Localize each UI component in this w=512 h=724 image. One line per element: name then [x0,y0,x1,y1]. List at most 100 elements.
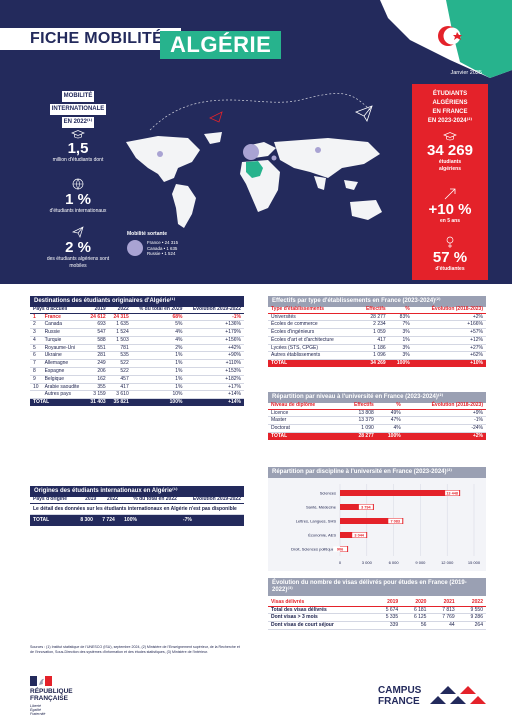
table-row: Master 13 379 47% -1% [268,416,486,426]
legend-bubble [127,240,143,256]
bar [340,504,374,510]
total-cell: TOTAL [268,432,340,440]
table-total-row: TOTAL 28 277 100% +2% [268,432,486,440]
total-cell: +10% [412,359,486,368]
value-label-box [358,504,373,510]
table-cell: 8 [30,367,42,376]
table-row: Dont visas de court séjour 339 56 44 264 [268,621,486,630]
table-cell: 3% [388,328,413,337]
table-cell: 522 [108,359,132,369]
stat-value: 1,5 [67,140,89,157]
column-header: Pays d'origine [30,496,78,504]
total-cell: TOTAL [30,514,78,526]
stat-mobile: 2 % des étudiants algériens sont mobiles [30,226,126,270]
column-header: 2022 [457,599,486,607]
table-cell: +14% [185,390,244,400]
table-cell: 3% [388,351,413,361]
chart-area: 0 3 000 6 000 9 000 12 000 15 000 Sciences 13 4… [268,478,486,571]
table-cell: 44 [429,621,458,630]
category-label: Sciences [320,491,336,496]
stat-desc: d'étudiants internationaux [49,208,107,214]
total-cell: 100% [131,398,186,407]
total-cell: 100% [121,514,180,526]
table-cell: Universités [268,313,356,322]
value-label-box [445,490,460,496]
table-title: Destinations des étudiants originaires d… [30,296,244,307]
table-cell: Dont visas > 3 mois [268,613,373,623]
category-label: Droit, Sciences politiques [291,547,336,552]
table-row: Licence 13 808 49% +9% [268,409,486,418]
column-header: Niveau de diplôme [268,402,340,410]
globe-icon [72,178,84,190]
table-cell: 6 [30,351,42,361]
table-cell: Autres établissements [268,351,356,361]
stat-value: +10 % [428,201,472,218]
total-cell: 7 724 [99,514,122,526]
right-panel-label: ÉTUDIANTS ALGÉRIENS EN FRANCE EN 2023-20… [412,90,488,126]
total-cell: 100% [388,359,413,368]
stat-desc: étudiants algériens [438,159,462,172]
stat-desc: million d'étudiants dont [52,157,104,163]
table-cell: 9 [30,375,42,384]
table-cell: +136% [185,320,244,330]
paper-plane-icon [355,105,373,122]
stat-desc: en 5 ans [439,218,460,224]
table-cell: 47% [376,416,404,426]
left-label-line: EN 2022⁽¹⁾ [61,117,95,128]
table-row: Total des visas délivrés 5 674 6 181 7 813 9… [268,606,486,615]
table-row: 5 Royaume-Uni 551 781 2% +42% [30,344,244,353]
graduation-cap-icon [71,130,85,139]
table-row: Lycées (STS, CPGE) 1 186 3% +27% [268,344,486,353]
table-row: Écoles d'art et d'architecture 417 1% +12% [268,336,486,345]
page-title: FICHE MOBILITÉ [0,28,182,50]
dashed-flight-path [149,93,373,131]
stat-students: 1,5 million d'étudiants dont [30,130,126,164]
table-row: Écoles de commerce 2 234 7% +166% [268,320,486,330]
table-row: Autres établissements 1 096 3% +62% [268,351,486,361]
table-cell: +57% [412,328,486,337]
table-cell: 9 286 [457,613,486,623]
table-cell: 1 096 [355,351,389,361]
publication-date: Janvier 2025 [450,70,483,76]
table-cell: Canada [41,320,86,330]
algeria-highlight [246,161,263,178]
table-cell: 68% [131,313,186,322]
table-cell: 1 503 [108,336,132,345]
table-cell: 417 [108,383,132,392]
table-cell: 1 524 [108,328,132,337]
table-cell: 551 [85,344,109,353]
table-cell: 6 125 [401,613,430,623]
origins-table: Origines des étudiants internationaux en… [30,486,244,526]
table-cell: 4% [376,424,404,433]
table-cell: +156% [185,336,244,345]
establishments-table: Effectifs par type d'établissements en F… [268,296,486,368]
levels-table: Répartition par niveau à l'université en… [268,392,486,440]
column-header: Pays d'accueil [30,306,86,314]
rf-motto: Liberté Égalité Fraternité [30,704,45,716]
table-cell: 547 [85,328,109,337]
rf-motto-line: Liberté [30,704,41,708]
column-header: Effectifs [355,306,389,314]
campus-france-logo [430,686,486,704]
table-cell: 10 [30,383,42,392]
growth-arrow-icon [444,188,456,200]
column-header: % du total en 2029 [131,306,186,314]
value-label-box [388,518,403,524]
table-cell: 693 [85,320,109,330]
category-label: Santé, Médecine [306,505,337,510]
table-cell: 535 [108,351,132,361]
value-label: 3 794 [361,505,371,509]
table-cell: 3 159 [85,390,109,400]
table-title: Répartition par niveau à l'université en… [268,392,486,403]
bar-chart-svg: 0 3 000 6 000 9 000 12 000 15 000 Sciences 13 4… [291,484,481,565]
total-cell: +14% [185,398,244,407]
column-header: Évolution 2019-2022 [179,496,244,504]
x-tick-label: 9 000 [415,560,426,565]
stat-international: 1 % d'étudiants internationaux [30,178,126,215]
right-panel: ÉTUDIANTS ALGÉRIENS EN FRANCE EN 2023-20… [412,84,488,280]
cf-line: CAMPUS [378,685,422,696]
world-map [126,132,382,228]
total-cell: 28 277 [339,432,377,440]
table-cell: 2 234 [355,320,389,330]
map-legend: Mobilité sortante France • 24 315 Canada… [127,231,178,256]
